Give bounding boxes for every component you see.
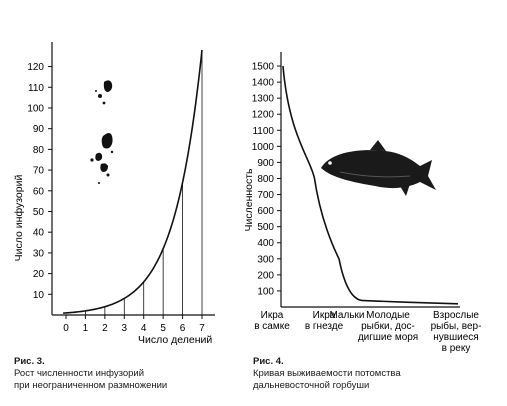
figure-3-caption: Рис. 3. Рост численности инфузорий при н… <box>14 356 167 392</box>
infusoria-illustration <box>90 80 114 184</box>
y-tick-label: 100 <box>27 103 44 114</box>
x-category-label-line: Икра <box>313 310 336 321</box>
x-category-label-line: Взрослые <box>433 310 479 321</box>
drop-lines <box>85 50 203 315</box>
y-tick-label: 1100 <box>252 126 274 137</box>
x-category-label-line: Икра <box>261 310 284 321</box>
y-tick-label: 40 <box>33 228 45 239</box>
caption-line: Кривая выживаемости потомства <box>253 368 401 379</box>
caption-line: при неограниченном размножении <box>14 380 168 391</box>
y-axis-label: Численность <box>243 168 255 232</box>
y-tick-label: 900 <box>257 158 274 169</box>
caption-label: Рис. 3. <box>14 356 45 367</box>
y-tick-label: 1200 <box>252 110 275 121</box>
y-tick-label: 50 <box>33 207 45 218</box>
y-tick-label: 300 <box>257 254 274 265</box>
x-tick-label: 6 <box>180 323 186 334</box>
y-tick-label: 110 <box>28 83 44 94</box>
x-tick-label: 4 <box>141 323 147 334</box>
x-axis-label: Число делений <box>138 334 212 346</box>
x-tick-label: 1 <box>83 323 89 334</box>
x-category-label: Взрослые рыбы, вер-нувшиеся в реку <box>431 310 482 354</box>
x-category-label: Икра в самке <box>254 310 290 332</box>
y-ticks: 10 20 30 40 50 60 70 80 90 100 110 120 <box>27 62 52 301</box>
x-category-label-line: в гнезде <box>305 321 344 332</box>
y-tick-label: 1300 <box>252 94 275 105</box>
y-tick-label: 200 <box>257 270 274 281</box>
x-category-label: Мальки <box>329 310 364 321</box>
x-tick-label: 0 <box>63 323 69 334</box>
y-ticks: 100 200 300 400 500 600 700 800 900 1000 1100 1200 1… <box>252 62 281 297</box>
figure-4-caption: Рис. 4. Кривая выживаемости потомства да… <box>253 356 401 392</box>
y-tick-label: 20 <box>33 269 45 280</box>
x-tick-label: 2 <box>102 323 108 334</box>
x-tick-label: 3 <box>122 323 128 334</box>
x-category-label-line: в реку <box>442 343 471 354</box>
x-tick-label: 5 <box>160 323 166 334</box>
y-axis-label: Число инфузорий <box>13 175 25 262</box>
y-tick-label: 10 <box>33 290 45 301</box>
y-tick-label: 500 <box>257 222 274 233</box>
caption-line: дальневосточной горбуши <box>253 380 370 391</box>
y-tick-label: 600 <box>257 206 274 217</box>
caption-line: Рост численности инфузорий <box>14 368 145 379</box>
y-tick-label: 80 <box>33 145 45 156</box>
y-tick-label: 30 <box>33 248 45 259</box>
x-tick-label: 7 <box>199 323 205 334</box>
y-tick-label: 120 <box>27 62 44 73</box>
y-tick-label: 700 <box>257 190 274 201</box>
y-tick-label: 1000 <box>252 142 275 153</box>
y-tick-label: 800 <box>257 174 274 185</box>
y-tick-label: 90 <box>33 124 45 135</box>
x-category-label-line: Молодые <box>366 310 410 321</box>
y-tick-label: 1400 <box>252 78 275 89</box>
x-category-label: Молодые рыбки, дос-дигшие моря <box>358 310 418 343</box>
x-ticks: 0 1 2 3 4 5 6 7 <box>63 315 205 334</box>
x-category-label: Икра в гнезде <box>305 310 344 332</box>
chart-salmon-survival: 100 200 300 400 500 600 700 800 900 1000 1100 1200 1… <box>243 52 481 354</box>
y-tick-label: 1500 <box>252 62 275 73</box>
y-tick-label: 60 <box>33 186 45 197</box>
caption-label: Рис. 4. <box>253 356 284 367</box>
survival-curve <box>282 65 459 305</box>
x-category-label-line: Мальки <box>329 310 364 321</box>
chart-infusoria-growth: 10 20 30 40 50 60 70 80 90 100 110 120 0 1 2 3 4 5 6 7 Чис… <box>13 42 215 346</box>
y-tick-label: 400 <box>257 238 274 249</box>
salmon-illustration <box>321 140 436 196</box>
x-category-label-line: в самке <box>254 321 290 332</box>
x-category-label-line: нувшиеся <box>433 332 478 343</box>
y-tick-label: 100 <box>257 286 274 297</box>
x-category-label-line: рыбки, дос- <box>361 320 415 332</box>
y-tick-label: 70 <box>33 166 45 177</box>
growth-curve <box>63 49 203 314</box>
x-category-label-line: рыбы, вер- <box>431 320 482 332</box>
x-category-label-line: дигшие моря <box>358 332 418 343</box>
